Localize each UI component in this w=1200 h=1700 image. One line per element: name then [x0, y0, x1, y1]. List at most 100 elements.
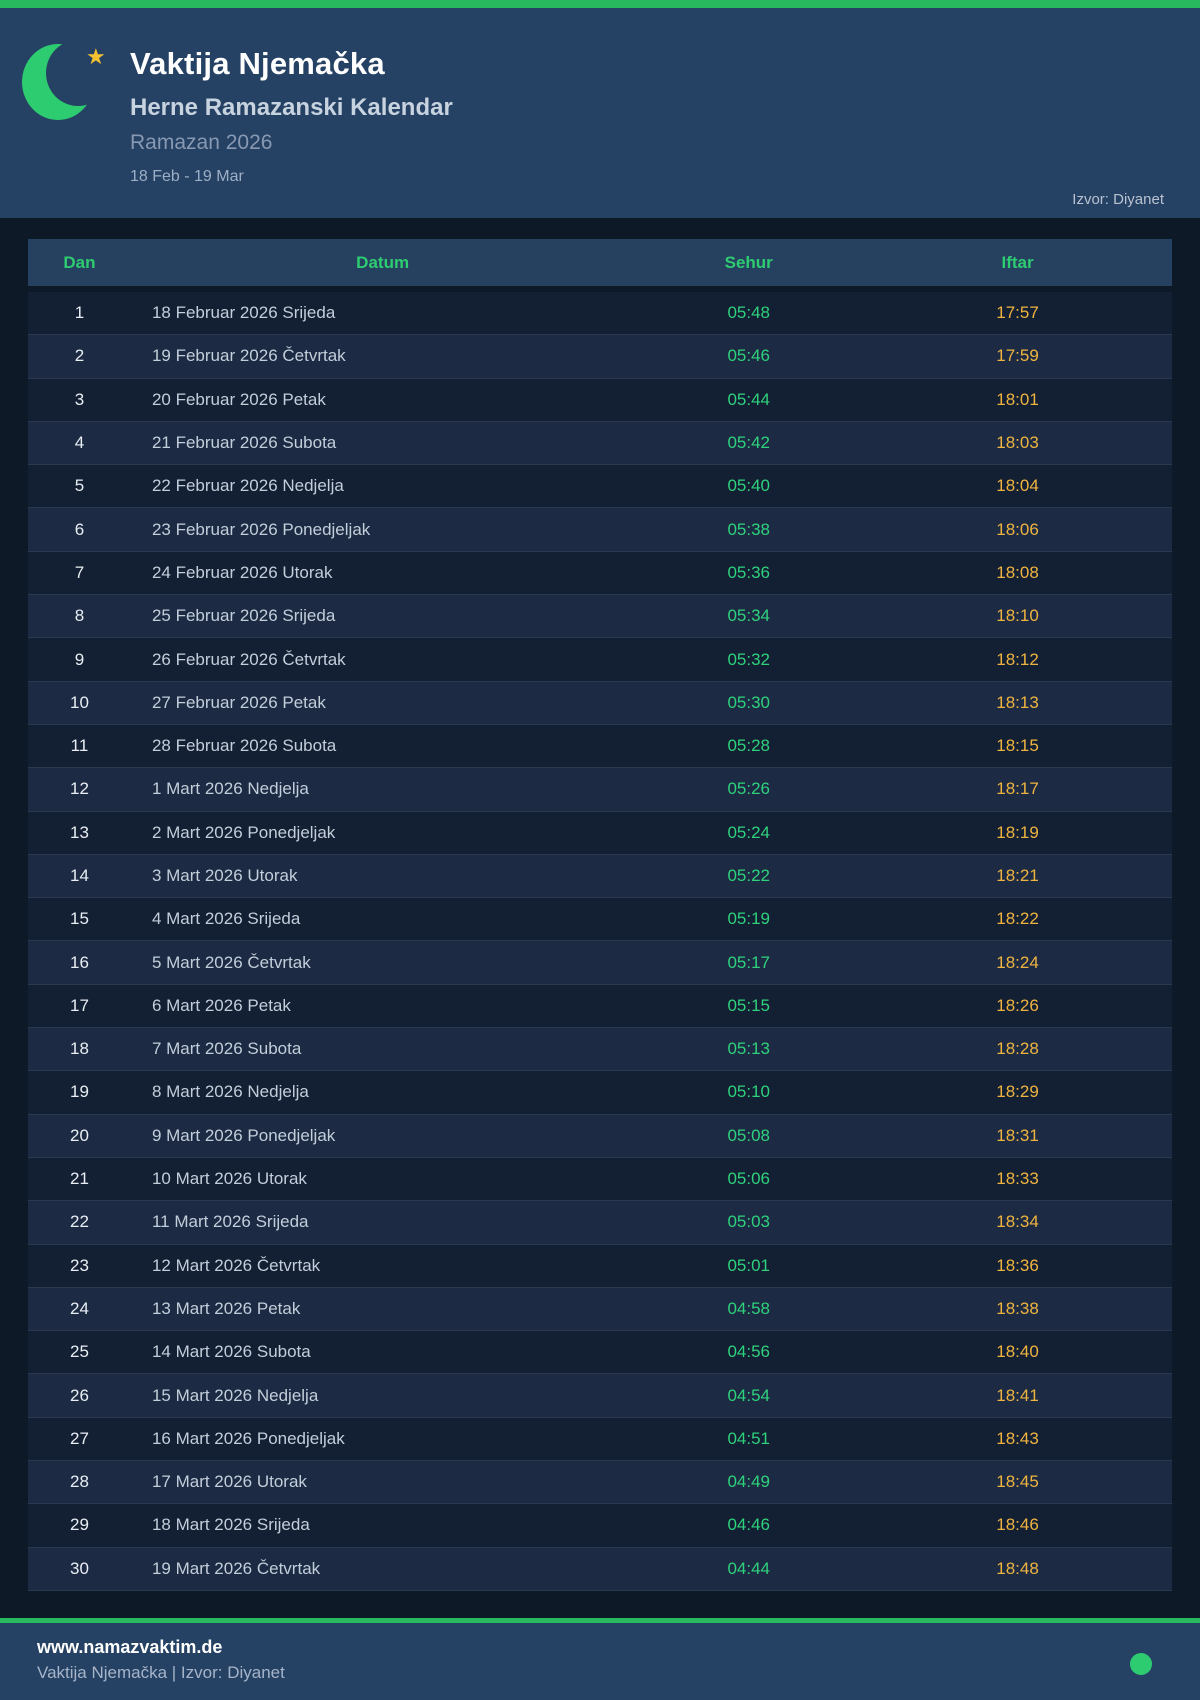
sehur-time-cell: 05:42 [727, 433, 770, 453]
sehur-time-cell: 05:34 [727, 606, 770, 626]
table-row: 20 9 Mart 2026 Ponedjeljak 05:08 18:31 [28, 1114, 1172, 1158]
table-row: 18 7 Mart 2026 Subota 05:13 18:28 [28, 1028, 1172, 1072]
date-cell: 22 Februar 2026 Nedjelja [151, 476, 344, 496]
iftar-time-cell: 18:34 [996, 1212, 1039, 1232]
day-cell: 22 [70, 1212, 89, 1232]
sehur-time-cell: 05:32 [727, 649, 770, 669]
date-cell: 14 Mart 2026 Subota [151, 1342, 311, 1362]
iftar-time-cell: 18:40 [996, 1342, 1039, 1362]
date-cell: 7 Mart 2026 Subota [151, 1039, 302, 1059]
iftar-time-cell: 18:12 [996, 649, 1039, 669]
sehur-time-cell: 05:06 [727, 1169, 770, 1189]
date-cell: 11 Mart 2026 Srijeda [151, 1212, 309, 1232]
iftar-time-cell: 18:31 [996, 1125, 1039, 1145]
column-header-sehur: Sehur [724, 252, 773, 272]
date-cell: 20 Februar 2026 Petak [151, 389, 326, 409]
date-cell: 2 Mart 2026 Ponedjeljak [151, 822, 336, 842]
iftar-time-cell: 17:57 [996, 303, 1039, 323]
date-cell: 15 Mart 2026 Nedjelja [151, 1385, 319, 1405]
table-row: 26 15 Mart 2026 Nedjelja 04:54 18:41 [28, 1374, 1172, 1418]
table-row: 30 19 Mart 2026 Četvrtak 04:44 18:48 [28, 1547, 1172, 1591]
table-row: 5 22 Februar 2026 Nedjelja 05:40 18:04 [28, 465, 1172, 509]
table-row: 16 5 Mart 2026 Četvrtak 05:17 18:24 [28, 941, 1172, 985]
day-cell: 14 [70, 866, 89, 885]
table-row: 19 8 Mart 2026 Nedjelja 05:10 18:29 [28, 1071, 1172, 1115]
day-cell: 26 [70, 1385, 89, 1405]
date-cell: 10 Mart 2026 Utorak [151, 1169, 307, 1189]
date-cell: 19 Mart 2026 Četvrtak [151, 1558, 321, 1578]
iftar-time-cell: 18:38 [996, 1298, 1039, 1318]
iftar-time-cell: 18:28 [996, 1039, 1039, 1059]
iftar-time-cell: 18:29 [996, 1082, 1039, 1102]
season-label: Ramazan 2026 [130, 131, 273, 154]
date-cell: 5 Mart 2026 Četvrtak [151, 952, 311, 972]
sehur-time-cell: 05:24 [727, 822, 770, 842]
iftar-time-cell: 18:15 [996, 736, 1039, 756]
date-cell: 3 Mart 2026 Utorak [151, 866, 298, 885]
iftar-time-cell: 18:48 [996, 1558, 1039, 1578]
star-icon: ★ [86, 44, 106, 69]
day-cell: 1 [74, 303, 85, 323]
sehur-time-cell: 05:03 [727, 1212, 770, 1232]
date-cell: 8 Mart 2026 Nedjelja [151, 1082, 309, 1102]
table-row: 11 28 Februar 2026 Subota 05:28 18:15 [28, 724, 1172, 769]
sehur-time-cell: 04:46 [727, 1515, 770, 1535]
day-cell: 11 [70, 736, 89, 756]
iftar-time-cell: 18:19 [996, 822, 1039, 842]
sehur-time-cell: 04:51 [727, 1428, 770, 1448]
day-cell: 9 [74, 649, 85, 669]
date-range-label: 18 Feb - 19 Mar [130, 168, 244, 185]
column-header-datum: Datum [356, 252, 410, 272]
footer-accent-bar [0, 1618, 1200, 1623]
source-label: Izvor: Diyanet [1072, 191, 1164, 208]
table-row: 23 12 Mart 2026 Četvrtak 05:01 18:36 [28, 1244, 1172, 1288]
sehur-time-cell: 05:08 [727, 1125, 770, 1145]
day-cell: 6 [74, 519, 85, 539]
content-area: Dan Datum Sehur Iftar 1 18 Februar 2026 S… [0, 218, 1200, 1618]
day-cell: 17 [70, 995, 89, 1015]
sehur-time-cell: 05:19 [727, 909, 770, 929]
date-cell: 18 Februar 2026 Srijeda [151, 303, 336, 323]
iftar-time-cell: 18:26 [996, 995, 1039, 1015]
table-row: 9 26 Februar 2026 Četvrtak 05:32 18:12 [28, 638, 1172, 682]
sehur-time-cell: 05:22 [727, 866, 770, 885]
table-row: 3 20 Februar 2026 Petak 05:44 18:01 [28, 378, 1172, 422]
iftar-time-cell: 18:08 [996, 562, 1039, 582]
sehur-time-cell: 05:01 [727, 1255, 770, 1275]
table-row: 15 4 Mart 2026 Srijeda 05:19 18:22 [28, 898, 1172, 942]
date-cell: 19 Februar 2026 Četvrtak [151, 346, 346, 366]
sehur-time-cell: 04:58 [727, 1298, 770, 1318]
date-cell: 9 Mart 2026 Ponedjeljak [151, 1125, 336, 1145]
sehur-time-cell: 05:13 [727, 1039, 770, 1059]
day-cell: 5 [74, 476, 85, 496]
column-header-iftar: Iftar [1001, 252, 1034, 272]
date-cell: 17 Mart 2026 Utorak [151, 1472, 307, 1492]
iftar-time-cell: 18:24 [996, 952, 1039, 972]
top-accent-bar [0, 0, 1200, 8]
table-row: 4 21 Februar 2026 Subota 05:42 18:03 [28, 421, 1172, 466]
sehur-time-cell: 05:48 [727, 303, 770, 323]
footer-website: www.namazvaktim.de [37, 1637, 223, 1657]
iftar-time-cell: 18:41 [996, 1385, 1039, 1405]
date-cell: 23 Februar 2026 Ponedjeljak [151, 519, 371, 539]
table-row: 7 24 Februar 2026 Utorak 05:36 18:08 [28, 551, 1172, 596]
iftar-time-cell: 18:13 [996, 692, 1039, 712]
iftar-time-cell: 18:01 [996, 389, 1039, 409]
prayer-times-table: Dan Datum Sehur Iftar 1 18 Februar 2026 S… [28, 239, 1172, 1591]
table-row: 1 18 Februar 2026 Srijeda 05:48 17:57 [28, 292, 1172, 336]
date-cell: 21 Februar 2026 Subota [151, 433, 337, 453]
sehur-time-cell: 04:54 [727, 1385, 770, 1405]
iftar-time-cell: 18:36 [996, 1255, 1039, 1275]
iftar-time-cell: 18:21 [996, 866, 1039, 885]
sehur-time-cell: 05:26 [727, 779, 770, 799]
date-cell: 25 Februar 2026 Srijeda [151, 606, 336, 626]
iftar-time-cell: 18:03 [996, 433, 1039, 453]
iftar-time-cell: 18:22 [996, 909, 1039, 929]
day-cell: 16 [70, 952, 89, 972]
sehur-time-cell: 05:38 [727, 519, 770, 539]
day-cell: 28 [70, 1472, 89, 1492]
day-cell: 4 [74, 433, 85, 453]
day-cell: 21 [70, 1169, 89, 1189]
table-row: 13 2 Mart 2026 Ponedjeljak 05:24 18:19 [28, 811, 1172, 855]
